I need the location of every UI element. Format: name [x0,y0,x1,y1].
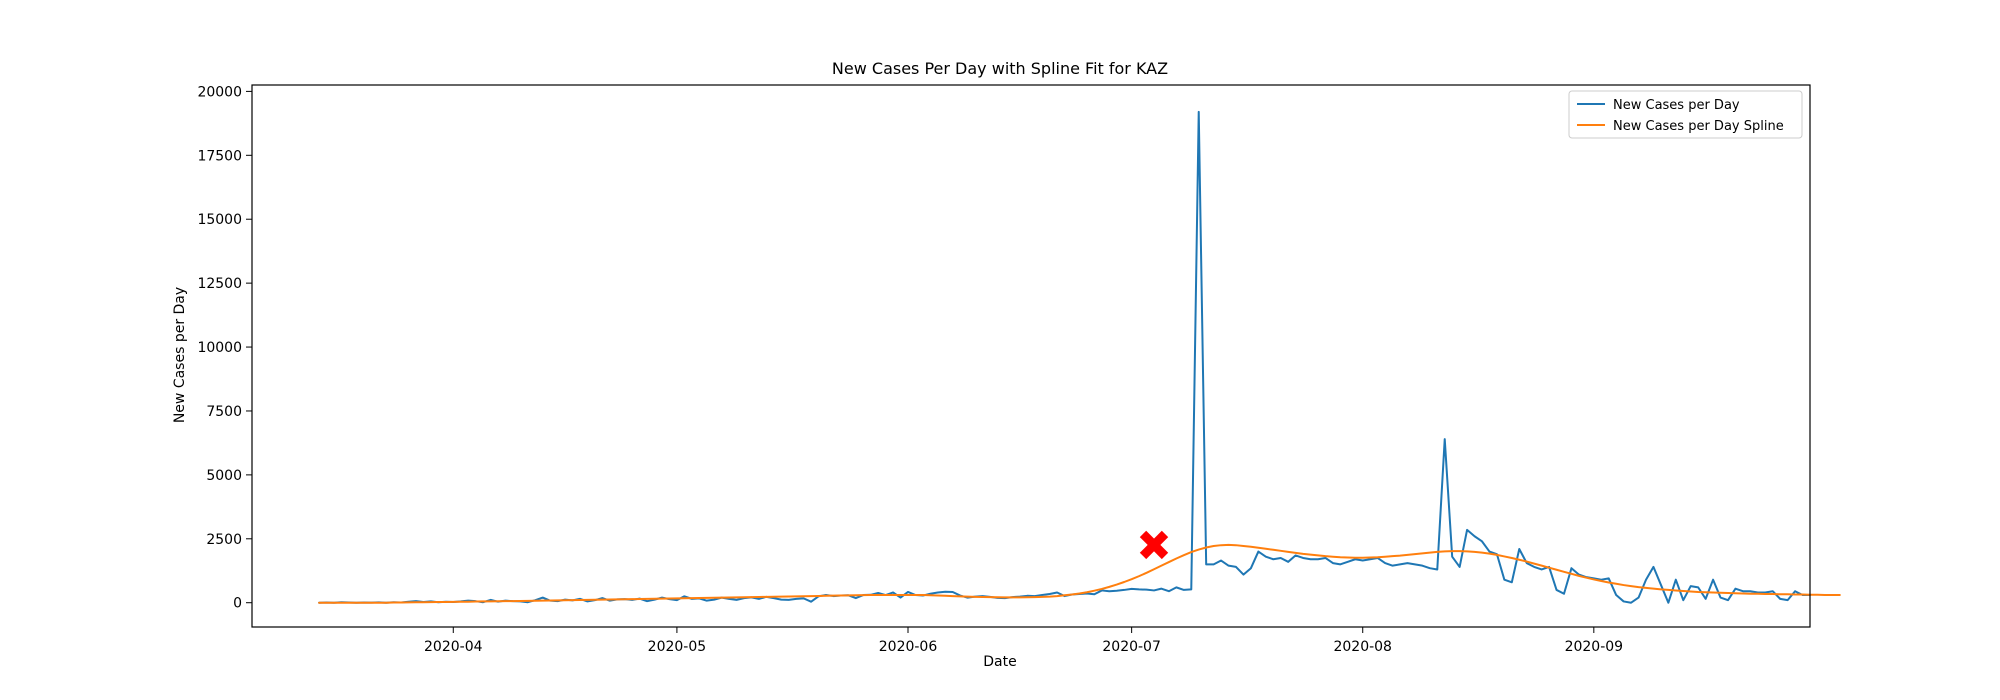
plot-area: 0 2500 5000 7500 10000 12500 15000 17500 20000 20… [197,84,1841,655]
y-tick-label: 15000 [197,212,242,228]
axes-frame [251,84,1811,628]
x-tick-label: 2020-04 [424,639,483,655]
y-tick-label: 12500 [197,276,242,292]
spline-peak-marker [1139,530,1169,560]
legend-box [1568,90,1803,139]
y-tick-label: 17500 [197,148,242,164]
x-tick-label: 2020-06 [879,639,938,655]
y-tick-label: 2500 [206,532,242,548]
y-tick-label: 0 [233,596,242,612]
y-tick-label: 20000 [197,84,242,100]
legend-label-1: New Cases per Day [1613,98,1740,113]
x-axis-title: Date [983,654,1016,670]
x-tick-label: 2020-08 [1333,639,1392,655]
y-tick-label: 5000 [206,468,242,484]
y-tick-label: 7500 [206,404,242,420]
series-line-2 [318,543,1841,604]
x-tick-label: 2020-09 [1565,639,1624,655]
y-axis-title: New Cases per Day [172,287,188,423]
legend: New Cases per Day New Cases per Day Splin… [1568,90,1803,139]
marker-stroke-2 [1139,530,1169,560]
x-tick-label: 2020-05 [648,639,707,655]
legend-label-2: New Cases per Day Spline [1613,119,1784,134]
x-tick-label: 2020-07 [1102,639,1161,655]
y-tick-label: 10000 [197,340,242,356]
chart-title: New Cases Per Day with Spline Fit for KA… [832,59,1168,78]
